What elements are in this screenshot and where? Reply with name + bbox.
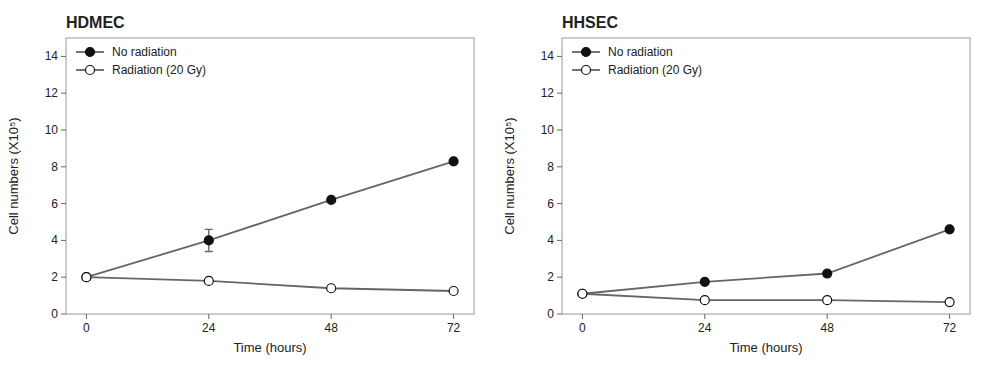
y-tick-label: 8 xyxy=(51,160,58,174)
y-tick-label: 14 xyxy=(45,49,59,63)
point xyxy=(327,284,336,293)
panel: 024681012140244872Time (hours)Cell numbe… xyxy=(502,14,970,355)
y-tick-label: 0 xyxy=(547,307,554,321)
y-tick xyxy=(557,130,562,131)
y-tick-label: 6 xyxy=(547,197,554,211)
x-tick-label: 0 xyxy=(83,321,90,335)
point xyxy=(700,296,709,305)
x-tick xyxy=(704,314,705,319)
legend: No radiation Radiation (20 Gy) xyxy=(572,45,702,77)
x-tick xyxy=(827,314,828,319)
y-tick xyxy=(61,166,66,167)
y-tick xyxy=(61,56,66,57)
point xyxy=(578,289,587,298)
legend-label: Radiation (20 Gy) xyxy=(608,63,702,77)
y-tick-label: 8 xyxy=(547,160,554,174)
point xyxy=(327,195,336,204)
series-line xyxy=(86,161,453,277)
point xyxy=(449,287,458,296)
y-tick-label: 0 xyxy=(51,307,58,321)
point xyxy=(700,277,709,286)
point xyxy=(204,276,213,285)
y-tick xyxy=(61,203,66,204)
point xyxy=(449,157,458,166)
y-axis-label: Cell numbers (X10⁵) xyxy=(502,117,517,234)
point xyxy=(82,273,91,282)
data-group xyxy=(82,157,458,296)
x-axis-label: Time (hours) xyxy=(729,340,802,355)
y-tick xyxy=(61,240,66,241)
legend-label: No radiation xyxy=(608,45,673,59)
x-tick xyxy=(208,314,209,319)
chart-title: HDMEC xyxy=(66,14,125,31)
x-tick-label: 48 xyxy=(325,321,339,335)
y-tick xyxy=(61,93,66,94)
y-tick xyxy=(61,277,66,278)
x-tick-label: 24 xyxy=(202,321,216,335)
legend-label: Radiation (20 Gy) xyxy=(112,63,206,77)
y-tick xyxy=(557,240,562,241)
point xyxy=(204,236,213,245)
x-tick xyxy=(86,314,87,319)
x-tick xyxy=(331,314,332,319)
legend-marker xyxy=(582,48,591,57)
y-tick xyxy=(557,314,562,315)
y-axis-label: Cell numbers (X10⁵) xyxy=(6,117,21,234)
point xyxy=(823,296,832,305)
legend-marker xyxy=(86,48,95,57)
y-tick-label: 14 xyxy=(541,49,555,63)
y-tick-label: 4 xyxy=(51,233,58,247)
panel: 024681012140244872Time (hours)Cell numbe… xyxy=(6,14,474,355)
x-tick xyxy=(949,314,950,319)
y-tick-label: 10 xyxy=(541,123,555,137)
y-tick xyxy=(557,277,562,278)
y-tick xyxy=(61,130,66,131)
x-tick-label: 72 xyxy=(447,321,461,335)
chart-title: HHSEC xyxy=(562,14,618,31)
error-bar xyxy=(205,229,213,251)
plot-frame xyxy=(66,38,474,314)
y-tick-label: 6 xyxy=(51,197,58,211)
y-tick xyxy=(557,56,562,57)
legend-marker xyxy=(86,66,95,75)
plot-frame xyxy=(562,38,970,314)
y-tick-label: 2 xyxy=(547,270,554,284)
legend-label: No radiation xyxy=(112,45,177,59)
point xyxy=(823,269,832,278)
y-tick xyxy=(61,314,66,315)
x-tick xyxy=(582,314,583,319)
y-tick xyxy=(557,203,562,204)
series-line xyxy=(582,294,949,302)
y-tick xyxy=(557,166,562,167)
point xyxy=(945,298,954,307)
x-tick-label: 72 xyxy=(943,321,957,335)
legend: No radiation Radiation (20 Gy) xyxy=(76,45,206,77)
y-tick-label: 10 xyxy=(45,123,59,137)
y-tick xyxy=(557,93,562,94)
series-line xyxy=(86,277,453,291)
chart-root: 024681012140244872Time (hours)Cell numbe… xyxy=(0,0,992,366)
series-line xyxy=(582,229,949,293)
x-tick-label: 48 xyxy=(821,321,835,335)
point xyxy=(82,273,91,282)
legend-marker xyxy=(582,66,591,75)
y-tick-label: 2 xyxy=(51,270,58,284)
y-tick-label: 12 xyxy=(541,86,555,100)
point xyxy=(578,289,587,298)
x-tick xyxy=(453,314,454,319)
y-tick-label: 12 xyxy=(45,86,59,100)
data-group xyxy=(578,225,954,307)
y-tick-label: 4 xyxy=(547,233,554,247)
x-tick-label: 0 xyxy=(579,321,586,335)
point xyxy=(945,225,954,234)
x-axis-label: Time (hours) xyxy=(233,340,306,355)
x-tick-label: 24 xyxy=(698,321,712,335)
